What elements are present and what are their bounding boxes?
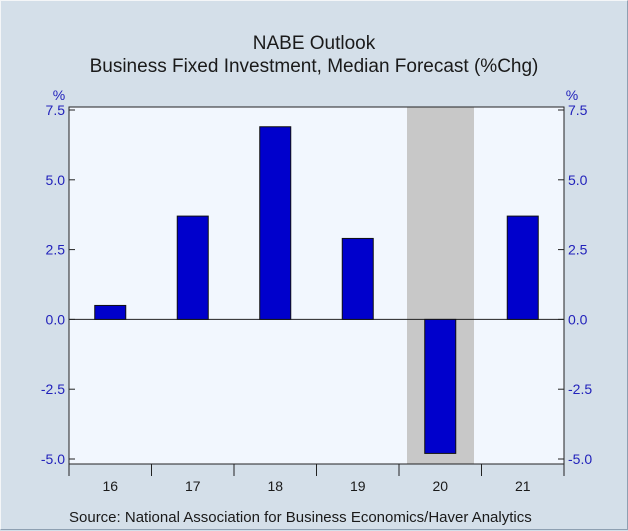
y-tick-label-right: 7.5 [568,102,588,118]
bar-19 [341,237,374,320]
plot-area [69,107,564,464]
x-tick-label-21: 21 [515,478,531,494]
bar-16 [94,304,127,320]
y-tick-label-right: 0.0 [568,311,588,327]
y-unit-left: % [53,87,65,103]
y-tick-label-right: -2.5 [568,381,592,397]
y-tick-label-left: 2.5 [46,242,66,258]
x-tick-label-17: 17 [185,478,201,494]
y-unit-right: % [566,87,578,103]
bar-18 [259,126,292,320]
y-tick-label-left: -2.5 [41,381,65,397]
bar-20 [424,318,457,454]
y-tick-label-right: 5.0 [568,172,588,188]
y-tick-label-left: 0.0 [46,311,66,327]
bar-21 [506,215,539,320]
y-tick-label-right: -5.0 [568,451,592,467]
bar-17 [176,215,209,320]
y-tick-label-left: 7.5 [46,102,66,118]
x-tick-label-18: 18 [267,478,283,494]
x-tick-label-19: 19 [350,478,366,494]
y-tick-label-left: 5.0 [46,172,66,188]
y-tick-label-left: -5.0 [41,451,65,467]
x-tick-label-20: 20 [432,478,448,494]
y-tick-label-right: 2.5 [568,242,588,258]
chart-title: NABE Outlook [252,33,376,54]
source-note: Source: National Association for Busines… [69,509,532,526]
x-tick-label-16: 16 [102,478,118,494]
chart-subtitle: Business Fixed Investment, Median Foreca… [89,56,539,77]
